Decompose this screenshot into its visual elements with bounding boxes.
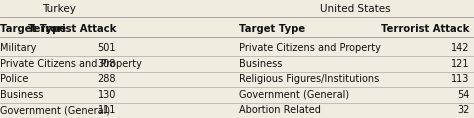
Text: Abortion Related: Abortion Related xyxy=(239,105,321,115)
Text: 130: 130 xyxy=(98,90,116,100)
Text: Business: Business xyxy=(239,59,283,69)
Text: Terrorist Attack: Terrorist Attack xyxy=(381,24,469,34)
Text: United States: United States xyxy=(320,4,391,14)
Text: Private Citizens and Property: Private Citizens and Property xyxy=(0,59,142,69)
Text: 54: 54 xyxy=(457,90,469,100)
Text: 113: 113 xyxy=(451,74,469,84)
Text: 142: 142 xyxy=(451,43,469,53)
Text: 288: 288 xyxy=(98,74,116,84)
Text: Government (General): Government (General) xyxy=(0,105,110,115)
Text: Police: Police xyxy=(0,74,28,84)
Text: 111: 111 xyxy=(98,105,116,115)
Text: 121: 121 xyxy=(451,59,469,69)
Text: Private Citizens and Property: Private Citizens and Property xyxy=(239,43,381,53)
Text: Turkey: Turkey xyxy=(42,4,76,14)
Text: 501: 501 xyxy=(98,43,116,53)
Text: Target Type: Target Type xyxy=(239,24,306,34)
Text: Target Type: Target Type xyxy=(0,24,66,34)
Text: Terrorist Attack: Terrorist Attack xyxy=(28,24,116,34)
Text: 32: 32 xyxy=(457,105,469,115)
Text: Military: Military xyxy=(0,43,36,53)
Text: Business: Business xyxy=(0,90,44,100)
Text: 308: 308 xyxy=(98,59,116,69)
Text: Religious Figures/Institutions: Religious Figures/Institutions xyxy=(239,74,380,84)
Text: Government (General): Government (General) xyxy=(239,90,349,100)
